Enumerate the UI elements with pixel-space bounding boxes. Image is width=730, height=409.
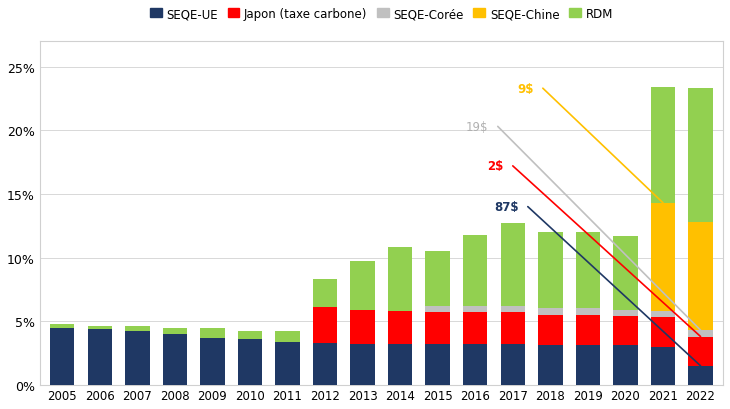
Bar (688, 89, 712, 222)
Text: 2$: 2$ (487, 160, 504, 173)
Bar (200, 328, 225, 338)
Bar (613, 236, 637, 310)
Bar (350, 262, 374, 310)
Bar (463, 306, 488, 312)
Bar (313, 308, 337, 343)
Bar (650, 88, 675, 203)
Bar (125, 326, 150, 332)
Bar (463, 235, 488, 306)
Text: 87$: 87$ (494, 201, 518, 213)
Bar (576, 346, 600, 385)
Bar (125, 332, 150, 385)
Bar (238, 339, 262, 385)
Bar (426, 312, 450, 344)
Bar (463, 312, 488, 344)
Legend: SEQE-UE, Japon (taxe carbone), SEQE-Corée, SEQE-Chine, RDM: SEQE-UE, Japon (taxe carbone), SEQE-Coré… (145, 3, 618, 26)
Bar (650, 311, 675, 318)
Bar (350, 310, 374, 344)
Bar (688, 222, 712, 330)
Bar (501, 312, 525, 344)
Bar (463, 344, 488, 385)
Bar (426, 306, 450, 312)
Bar (238, 332, 262, 339)
Bar (501, 224, 525, 306)
Bar (650, 347, 675, 385)
Bar (275, 342, 300, 385)
Bar (538, 346, 563, 385)
Bar (426, 344, 450, 385)
Bar (538, 315, 563, 346)
Bar (313, 279, 337, 308)
Bar (613, 310, 637, 316)
Bar (576, 315, 600, 346)
Text: 19$: 19$ (466, 121, 488, 134)
Bar (50, 328, 74, 385)
Bar (501, 306, 525, 312)
Bar (650, 203, 675, 311)
Bar (275, 332, 300, 342)
Bar (163, 334, 187, 385)
Bar (576, 233, 600, 309)
Bar (538, 233, 563, 309)
Bar (576, 309, 600, 315)
Bar (350, 344, 374, 385)
Bar (200, 338, 225, 385)
Bar (388, 248, 412, 311)
Bar (688, 366, 712, 385)
Bar (688, 330, 712, 337)
Bar (88, 329, 112, 385)
Bar (313, 343, 337, 385)
Bar (501, 344, 525, 385)
Bar (688, 337, 712, 366)
Bar (88, 326, 112, 329)
Bar (613, 316, 637, 346)
Bar (650, 318, 675, 347)
Text: 9$: 9$ (517, 83, 534, 95)
Bar (613, 346, 637, 385)
Bar (426, 252, 450, 306)
Bar (388, 344, 412, 385)
Bar (388, 311, 412, 344)
Bar (538, 309, 563, 315)
Bar (163, 328, 187, 334)
Bar (50, 324, 74, 328)
